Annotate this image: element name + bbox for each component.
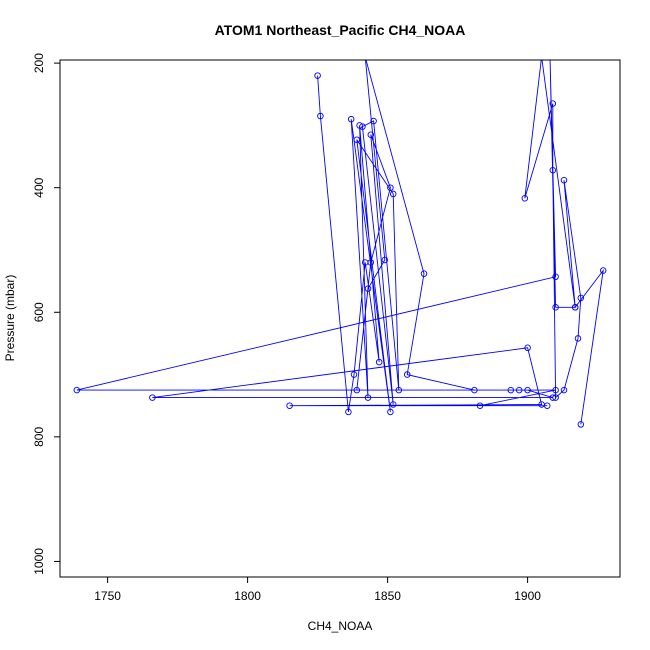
x-tick-label: 1900: [514, 589, 541, 603]
data-point: [364, 285, 372, 292]
data-point: [476, 402, 484, 409]
x-tick-label: 1800: [234, 589, 261, 603]
x-axis: 1750 1800 1850 1900: [94, 577, 541, 603]
data-point: [367, 259, 375, 266]
data-point: [73, 386, 81, 394]
data-point: [389, 401, 397, 408]
data-point: [540, 60, 543, 61]
plot-frame: [59, 59, 621, 578]
data-point: [524, 386, 531, 394]
data-point: [364, 60, 367, 61]
data-point: [387, 184, 394, 191]
data-point: [286, 402, 293, 409]
data-point: [524, 344, 531, 352]
data-point: [549, 394, 557, 401]
data-point: [471, 386, 478, 394]
data-point: [560, 176, 568, 184]
data-point: [577, 421, 585, 428]
y-tick-label: 400: [32, 177, 46, 197]
data-point: [375, 358, 383, 366]
data-point: [577, 294, 585, 302]
data-point: [359, 123, 366, 130]
data-point: [364, 394, 372, 401]
data-point: [549, 100, 557, 107]
chart-title: ATOM1 Northeast_Pacific CH4_NOAA: [215, 22, 466, 38]
plot-area: [73, 60, 607, 428]
data-point: [521, 195, 529, 202]
y-tick-label: 1000: [32, 548, 46, 575]
y-axis: 200 400 600 800 1000: [32, 53, 60, 575]
y-axis-label: Pressure (mbar): [3, 275, 17, 362]
data-point: [347, 115, 355, 123]
data-point: [552, 386, 559, 394]
data-point: [574, 335, 582, 342]
data-point: [515, 386, 523, 394]
data-point: [403, 371, 411, 378]
x-tick-label: 1750: [94, 589, 121, 603]
data-point: [387, 408, 394, 416]
data-point: [370, 117, 377, 125]
data-point: [571, 304, 579, 311]
data-point: [507, 386, 515, 394]
data-point: [317, 112, 324, 120]
data-point: [420, 270, 428, 277]
y-tick-label: 600: [32, 302, 46, 322]
data-point: [599, 267, 607, 274]
data-point: [353, 386, 361, 394]
data-point: [367, 131, 375, 138]
data-point: [353, 136, 361, 143]
y-tick-label: 800: [32, 427, 46, 447]
x-axis-label: CH4_NOAA: [308, 619, 373, 633]
data-point: [552, 394, 559, 401]
data-point: [552, 273, 559, 281]
data-point: [381, 256, 389, 264]
data-point: [350, 371, 358, 378]
x-tick-label: 1850: [374, 589, 401, 603]
data-point: [314, 72, 321, 79]
data-point: [389, 190, 397, 198]
data-point: [560, 386, 568, 394]
data-point: [345, 408, 352, 416]
data-point: [549, 167, 557, 174]
data-point: [549, 60, 551, 61]
series-line: [76, 60, 604, 425]
data-point: [552, 304, 559, 311]
y-tick-label: 200: [32, 53, 46, 73]
data-point: [149, 394, 156, 401]
data-point: [538, 401, 545, 408]
data-point: [395, 386, 403, 394]
